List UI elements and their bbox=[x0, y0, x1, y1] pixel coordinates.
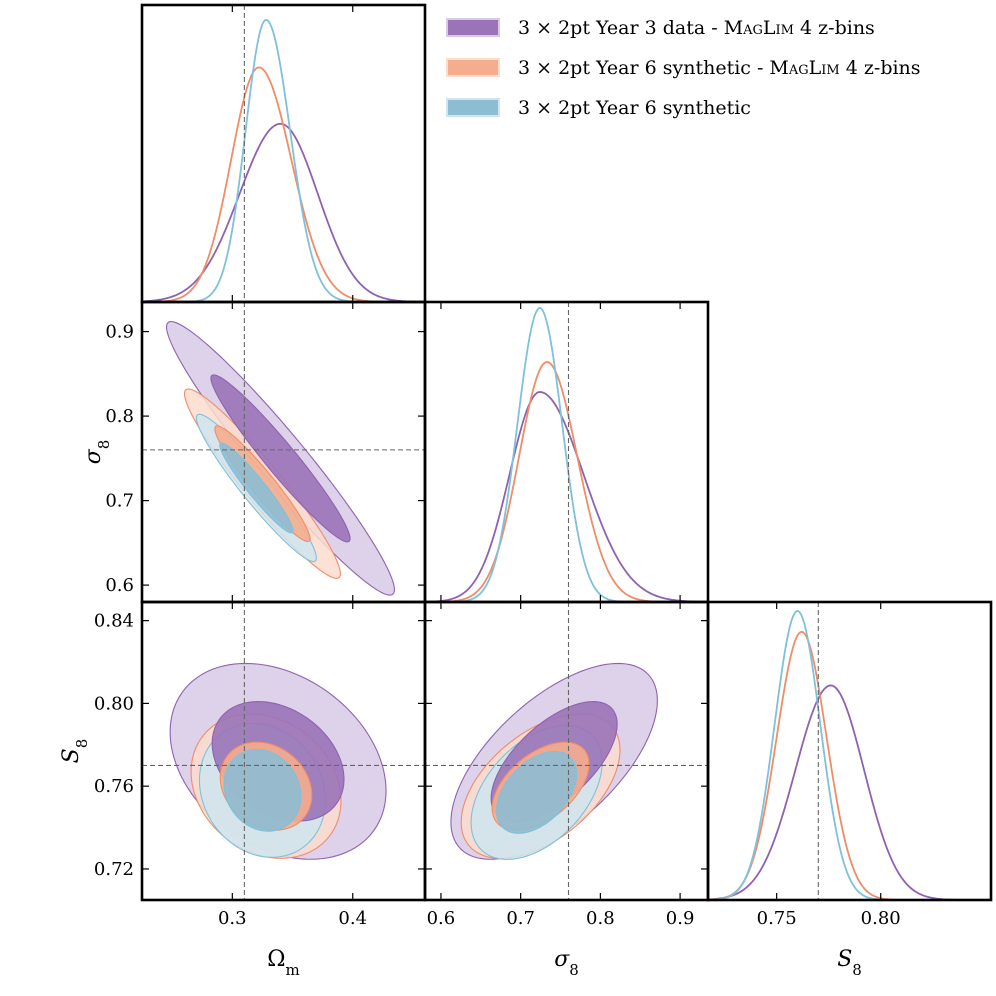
marginal-sigma_8-series-0 bbox=[425, 391, 708, 602]
x-tick-label: 0.7 bbox=[506, 908, 535, 929]
y-label-S8-symbol: S bbox=[59, 748, 84, 763]
x-tick-label: 0.9 bbox=[666, 908, 695, 929]
y-label-S8-subscript: 8 bbox=[73, 739, 91, 749]
x-label-sigma-8-symbol: σ bbox=[554, 947, 570, 972]
x-tick-label: 0.80 bbox=[861, 908, 901, 929]
x-label-omega-m: Ωm bbox=[267, 947, 299, 979]
y-tick-label: 0.80 bbox=[94, 693, 134, 714]
marginal-omega_m-series-1 bbox=[142, 66, 425, 302]
x-tick-label: 0.8 bbox=[586, 908, 615, 929]
legend-text-smallcaps: MagLim bbox=[724, 17, 794, 39]
legend-text-main: 3 × 2pt Year 6 synthetic bbox=[518, 97, 751, 119]
y-tick-label: 0.76 bbox=[94, 776, 134, 797]
y-label-sigma-8-subscript: 8 bbox=[95, 440, 113, 450]
legend-text-suffix: 4 z-bins bbox=[794, 17, 875, 39]
contour-68-series-2 bbox=[219, 442, 294, 534]
x-tick-label: 0.6 bbox=[427, 908, 456, 929]
y-tick-label: 0.7 bbox=[105, 491, 134, 512]
y-tick-label: 0.72 bbox=[94, 859, 134, 880]
y-label-S8: S8 bbox=[59, 739, 91, 764]
legend-entry-0: 3 × 2pt Year 3 data - MagLim 4 z-bins bbox=[518, 17, 875, 39]
panel-frame-2-2 bbox=[706, 600, 993, 902]
legend-swatch-1 bbox=[446, 58, 500, 77]
marginal-omega_m-series-2 bbox=[142, 18, 425, 302]
x-tick-label: 0.3 bbox=[218, 908, 247, 929]
x-tick-label: 0.75 bbox=[757, 908, 797, 929]
panel-frame-0-0 bbox=[140, 3, 427, 304]
x-label-sigma-8-subscript: 8 bbox=[569, 961, 579, 979]
diag-panel-omega_m bbox=[142, 5, 425, 302]
legend-text-main: 3 × 2pt Year 6 synthetic - bbox=[518, 57, 769, 79]
x-tick-label: 0.4 bbox=[338, 908, 367, 929]
y-label-sigma-8-symbol: σ bbox=[81, 448, 106, 464]
x-label-omega-m-symbol: Ω bbox=[267, 947, 285, 972]
x-label-omega-m-subscript: m bbox=[286, 961, 300, 979]
panel-sigma_8-vs-S_8 bbox=[425, 602, 708, 900]
y-tick-label: 0.84 bbox=[94, 611, 134, 632]
y-tick-label: 0.9 bbox=[105, 322, 134, 343]
legend-swatch-2 bbox=[446, 98, 500, 117]
y-tick-label: 0.6 bbox=[105, 575, 134, 596]
marginal-omega_m-series-0 bbox=[142, 122, 425, 302]
x-label-S8: S8 bbox=[837, 947, 862, 979]
marginal-S_8-series-1 bbox=[708, 630, 991, 900]
legend-text-smallcaps: MagLim bbox=[769, 57, 839, 79]
x-label-sigma-8: σ8 bbox=[554, 947, 579, 979]
x-label-S8-symbol: S bbox=[837, 947, 852, 972]
legend-entry-2: 3 × 2pt Year 6 synthetic bbox=[518, 97, 751, 119]
marginal-sigma_8-series-2 bbox=[425, 307, 708, 602]
marginal-sigma_8-series-1 bbox=[425, 361, 708, 602]
panel-omega_m-vs-S_8 bbox=[142, 602, 425, 900]
y-tick-label: 0.8 bbox=[105, 406, 134, 427]
diag-panel-sigma_8 bbox=[425, 302, 708, 602]
legend-entry-1: 3 × 2pt Year 6 synthetic - MagLim 4 z-bi… bbox=[518, 57, 921, 79]
legend-swatch-0 bbox=[446, 18, 500, 37]
x-label-S8-subscript: 8 bbox=[852, 961, 862, 979]
diag-panel-S_8 bbox=[708, 602, 991, 900]
marginal-S_8-series-2 bbox=[708, 610, 991, 900]
legend-text-main: 3 × 2pt Year 3 data - bbox=[518, 17, 724, 39]
legend-text-suffix: 4 z-bins bbox=[840, 57, 921, 79]
contour-68-series-2 bbox=[223, 748, 302, 832]
contour-68-series-2 bbox=[496, 750, 578, 834]
contour-68-series-0 bbox=[210, 374, 351, 543]
panel-omega_m-vs-sigma_8 bbox=[142, 302, 425, 602]
y-label-sigma-8: σ8 bbox=[81, 440, 113, 465]
